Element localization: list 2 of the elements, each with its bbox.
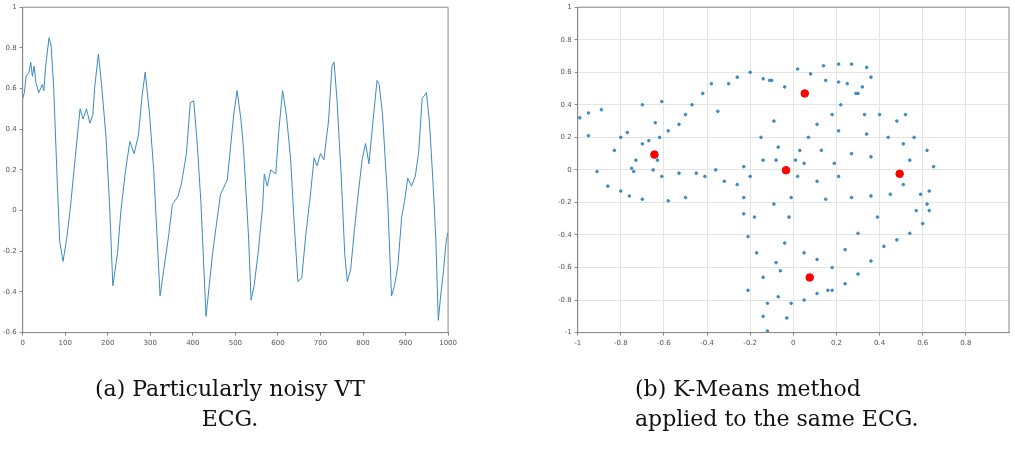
text: (b) K-Means method applied to the same ECG. <box>635 375 920 433</box>
text: (a) Particularly noisy VT ECG. <box>94 375 366 433</box>
